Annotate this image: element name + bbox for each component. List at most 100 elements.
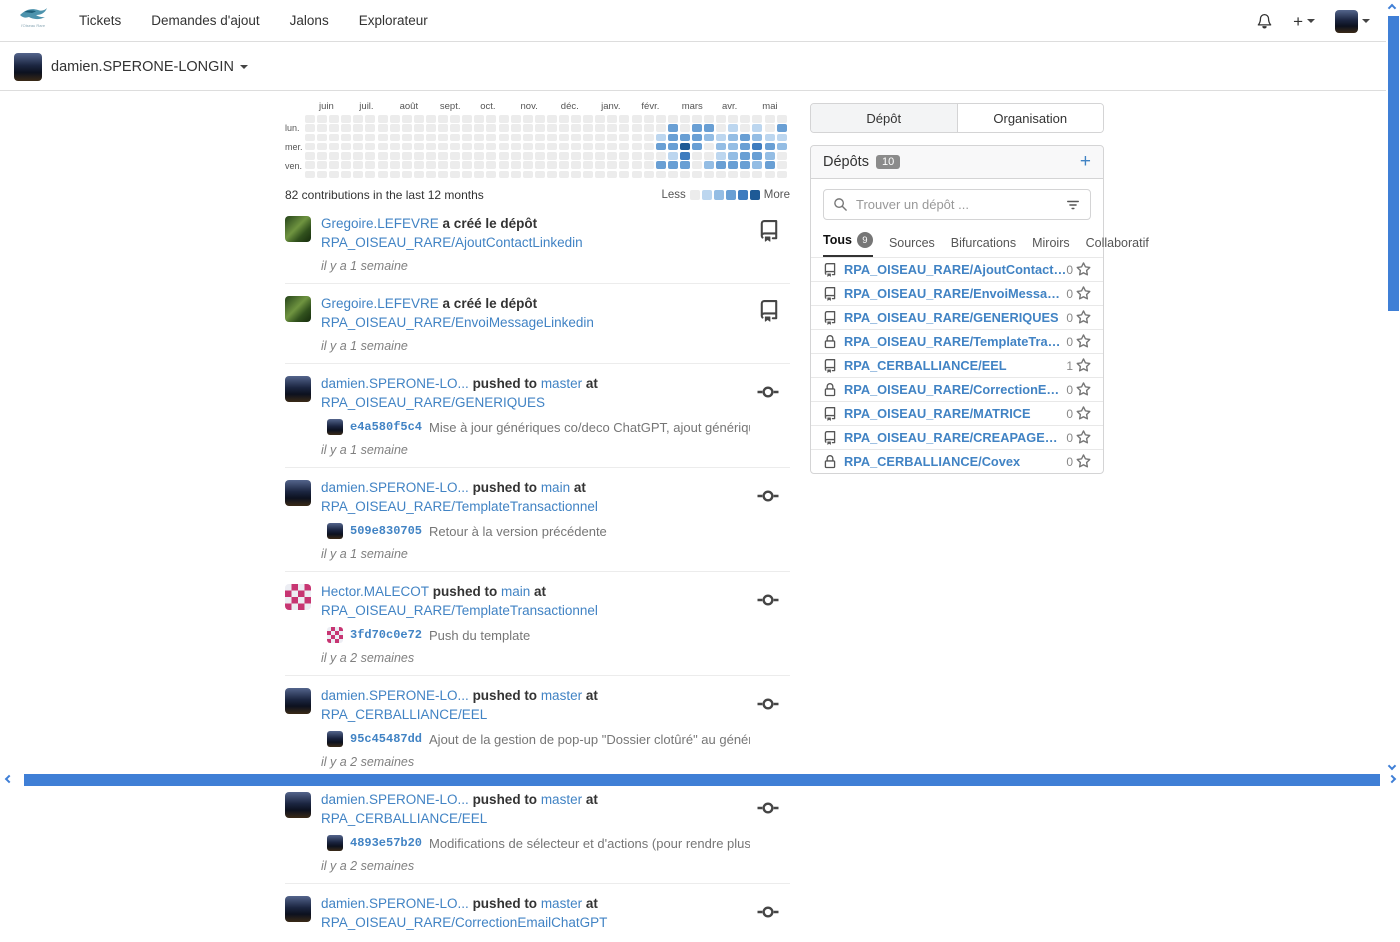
feed-user-link[interactable]: damien.SPERONE-LO... xyxy=(321,688,469,703)
repo-link[interactable]: RPA_OISEAU_RARE/AjoutContactLinkedin xyxy=(844,262,1066,277)
nav-item-explorateur[interactable]: Explorateur xyxy=(359,13,428,28)
repo-star-count[interactable]: 0 xyxy=(1066,406,1091,421)
commit-sha-link[interactable]: 95c45487dd xyxy=(350,732,422,746)
repo-filter-bifurcations[interactable]: Bifurcations xyxy=(951,236,1016,257)
repo-star-count[interactable]: 0 xyxy=(1066,334,1091,349)
notifications-bell-button[interactable] xyxy=(1256,13,1273,30)
repo-search-input[interactable] xyxy=(824,197,1090,212)
nav-item-jalons[interactable]: Jalons xyxy=(290,13,329,28)
context-username: damien.SPERONE-LONGIN xyxy=(51,59,234,75)
add-repository-button[interactable]: + xyxy=(1080,154,1091,170)
star-icon xyxy=(1076,286,1091,301)
repo-star-count[interactable]: 0 xyxy=(1066,454,1091,469)
repo-link[interactable]: RPA_CERBALLIANCE/Covex xyxy=(844,454,1066,469)
feed-repo-link[interactable]: RPA_CERBALLIANCE/EEL xyxy=(321,707,487,722)
heatmap-cell xyxy=(656,143,666,151)
feed-repo-link[interactable]: RPA_OISEAU_RARE/GENERIQUES xyxy=(321,395,545,410)
repo-list-item[interactable]: RPA_OISEAU_RARE/CREAPAGECATALOGUE0 xyxy=(811,425,1103,449)
feed-user-link[interactable]: damien.SPERONE-LO... xyxy=(321,376,469,391)
heatmap-cell xyxy=(595,161,605,169)
commit-sha-link[interactable]: 4893e57b20 xyxy=(350,836,422,850)
repo-list-item[interactable]: RPA_OISEAU_RARE/AjoutContactLinkedin0 xyxy=(811,257,1103,281)
feed-item: damien.SPERONE-LO... pushed to master at… xyxy=(285,363,790,467)
feed-user-link[interactable]: damien.SPERONE-LO... xyxy=(321,480,469,495)
feed-user-link[interactable]: Gregoire.LEFEVRE xyxy=(321,216,439,231)
repo-list-item[interactable]: RPA_OISEAU_RARE/EnvoiMessageLinkedin0 xyxy=(811,281,1103,305)
heatmap-cell xyxy=(474,152,484,160)
feed-user-link[interactable]: Hector.MALECOT xyxy=(321,584,429,599)
repo-star-count[interactable]: 0 xyxy=(1066,262,1091,277)
repo-link[interactable]: RPA_OISEAU_RARE/MATRICE xyxy=(844,406,1066,421)
repo-star-count[interactable]: 0 xyxy=(1066,286,1091,301)
feed-branch-link[interactable]: master xyxy=(541,792,582,807)
commit-sha-link[interactable]: e4a580f5c4 xyxy=(350,420,422,434)
feed-repo-link[interactable]: RPA_OISEAU_RARE/EnvoiMessageLinkedin xyxy=(321,315,594,330)
feed-timestamp: il y a 1 semaine xyxy=(321,259,750,273)
tab-organisation[interactable]: Organisation xyxy=(957,104,1104,132)
feed-user-link[interactable]: damien.SPERONE-LO... xyxy=(321,896,469,911)
repo-filter-collaboratif[interactable]: Collaboratif xyxy=(1086,236,1149,257)
chevron-down-icon[interactable] xyxy=(240,65,248,69)
repo-link[interactable]: RPA_OISEAU_RARE/CorrectionEmailChatGPT xyxy=(844,382,1066,397)
repo-link[interactable]: RPA_OISEAU_RARE/GENERIQUES xyxy=(844,310,1066,325)
feed-branch-link[interactable]: main xyxy=(541,480,570,495)
nav-item-tickets[interactable]: Tickets xyxy=(79,13,121,28)
repo-link[interactable]: RPA_CERBALLIANCE/EEL xyxy=(844,358,1066,373)
logo-subtitle: l'Oiseau Rare xyxy=(21,24,45,28)
horizontal-scrollbar[interactable] xyxy=(0,772,1400,788)
feed-branch-link[interactable]: master xyxy=(541,376,582,391)
feed-repo-link[interactable]: RPA_OISEAU_RARE/CorrectionEmailChatGPT xyxy=(321,915,607,930)
feed-repo-link[interactable]: RPA_OISEAU_RARE/AjoutContactLinkedin xyxy=(321,235,583,250)
feed-branch-link[interactable]: master xyxy=(541,688,582,703)
commit-sha-link[interactable]: 509e830705 xyxy=(350,524,422,538)
legend-less-label: Less xyxy=(662,189,686,201)
scroll-up-arrow-icon[interactable] xyxy=(1388,4,1396,12)
horizontal-scrollbar-thumb[interactable] xyxy=(24,774,1380,786)
scroll-down-arrow-icon[interactable] xyxy=(1388,762,1396,770)
user-menu-dropdown[interactable] xyxy=(1335,10,1370,33)
filter-icon[interactable] xyxy=(1066,198,1080,217)
heatmap-cell xyxy=(414,124,424,132)
app-logo[interactable]: l'Oiseau Rare xyxy=(16,6,50,36)
heatmap-cell xyxy=(329,143,339,151)
repo-filter-miroirs[interactable]: Miroirs xyxy=(1032,236,1070,257)
repo-star-count[interactable]: 0 xyxy=(1066,382,1091,397)
repo-filter-sources[interactable]: Sources xyxy=(889,236,935,257)
repo-star-count[interactable]: 0 xyxy=(1066,430,1091,445)
tab-depot[interactable]: Dépôt xyxy=(811,104,957,132)
feed-user-link[interactable]: Gregoire.LEFEVRE xyxy=(321,296,439,311)
scroll-right-arrow-icon[interactable] xyxy=(1388,775,1396,783)
heatmap-cell xyxy=(716,171,726,179)
repo-link[interactable]: RPA_OISEAU_RARE/EnvoiMessageLinkedin xyxy=(844,286,1066,301)
heatmap-cell xyxy=(450,115,460,123)
repo-link[interactable]: RPA_OISEAU_RARE/TemplateTransactionnel xyxy=(844,334,1066,349)
scroll-left-arrow-icon[interactable] xyxy=(5,775,13,783)
feed-repo-link[interactable]: RPA_OISEAU_RARE/TemplateTransactionnel xyxy=(321,603,598,618)
feed-repo-link[interactable]: RPA_CERBALLIANCE/EEL xyxy=(321,811,487,826)
feed-user-link[interactable]: damien.SPERONE-LO... xyxy=(321,792,469,807)
feed-branch-link[interactable]: master xyxy=(541,896,582,911)
repo-list-item[interactable]: RPA_OISEAU_RARE/CorrectionEmailChatGPT0 xyxy=(811,377,1103,401)
heatmap-cell xyxy=(571,171,581,179)
repo-link[interactable]: RPA_OISEAU_RARE/CREAPAGECATALOGUE xyxy=(844,430,1066,445)
heatmap-cell xyxy=(535,134,545,142)
avatar xyxy=(285,296,311,322)
repo-star-count[interactable]: 1 xyxy=(1066,358,1091,373)
commit-sha-link[interactable]: 3fd70c0e72 xyxy=(350,628,422,642)
create-new-dropdown[interactable]: + xyxy=(1293,13,1315,30)
repo-star-count[interactable]: 0 xyxy=(1066,310,1091,325)
heatmap-cell xyxy=(583,143,593,151)
feed-branch-link[interactable]: main xyxy=(501,584,530,599)
vertical-scrollbar[interactable] xyxy=(1386,0,1400,788)
star-icon xyxy=(1076,334,1091,349)
feed-repo-link[interactable]: RPA_OISEAU_RARE/TemplateTransactionnel xyxy=(321,499,598,514)
repo-list-item[interactable]: RPA_OISEAU_RARE/TemplateTransactionnel0 xyxy=(811,329,1103,353)
nav-item-demandes-d-ajout[interactable]: Demandes d'ajout xyxy=(151,13,259,28)
vertical-scrollbar-thumb[interactable] xyxy=(1388,16,1399,311)
